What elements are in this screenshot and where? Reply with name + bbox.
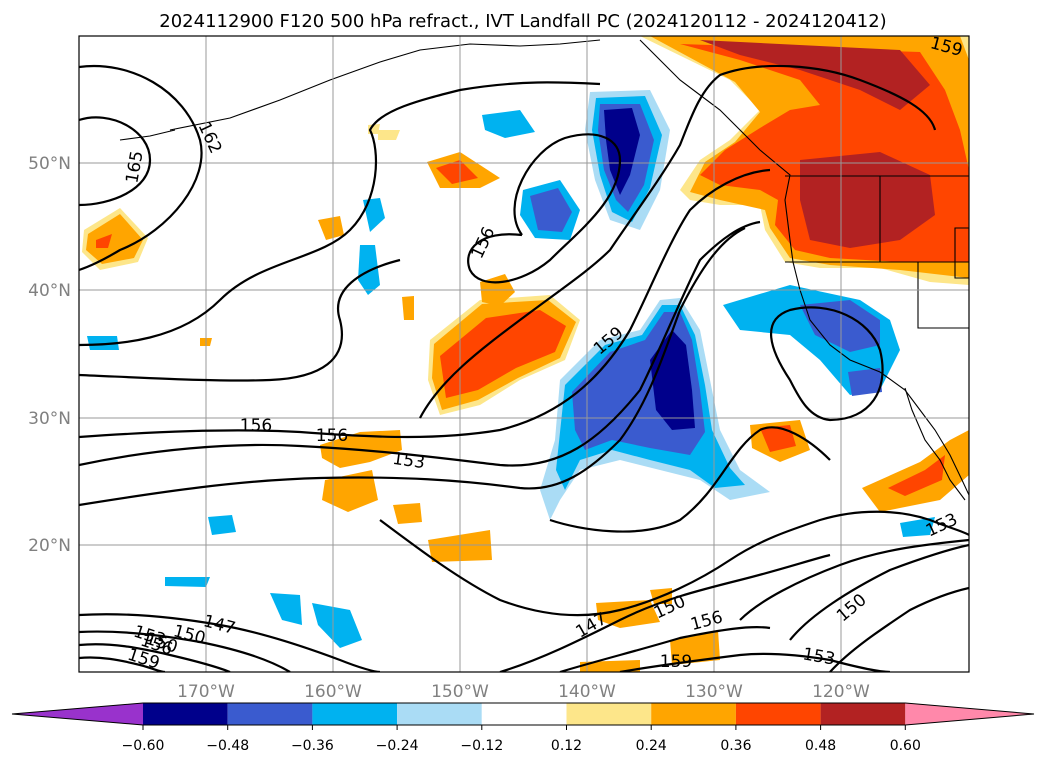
- lon-label: 120°W: [812, 682, 870, 702]
- colorbar-extend-low: [12, 703, 143, 725]
- lon-label: 150°W: [431, 682, 489, 702]
- height-contours: [79, 64, 969, 672]
- colorbar-tick-label: 0.60: [890, 738, 921, 754]
- colorbar-tick-label: −0.12: [460, 738, 503, 754]
- negative-shading-pacific: [87, 90, 935, 648]
- colorbar-segment: [566, 703, 652, 725]
- colorbar-segment: [481, 703, 567, 725]
- colorbar-segment: [820, 703, 906, 725]
- contour-label: 156: [316, 426, 348, 446]
- lat-label: 30°N: [28, 409, 71, 429]
- colorbar-tick-label: 0.24: [636, 738, 667, 754]
- lat-label: 50°N: [28, 154, 71, 174]
- contour-label: 156: [240, 416, 272, 436]
- colorbar-tick-label: 0.36: [720, 738, 751, 754]
- lat-label: 20°N: [28, 536, 71, 556]
- colorbar-tick-label: 0.48: [805, 738, 836, 754]
- colorbar-tick-label: −0.60: [122, 738, 165, 754]
- longitude-labels: 170°W 160°W 150°W 140°W 130°W 120°W: [177, 682, 870, 702]
- colorbar-segment: [312, 703, 398, 725]
- colorbar: −0.60 −0.48 −0.36 −0.24 −0.12 0.12 0.24 …: [11, 702, 1035, 754]
- lon-label: 170°W: [177, 682, 235, 702]
- lon-label: 130°W: [685, 682, 743, 702]
- colorbar-segment: [143, 703, 228, 725]
- colorbar-tick-label: −0.48: [206, 738, 249, 754]
- positive-shading-northeast: [640, 36, 969, 285]
- colorbar-extend-high: [905, 703, 1034, 725]
- contour-label: 153: [391, 449, 426, 473]
- colorbar-tick-label: 0.12: [551, 738, 582, 754]
- colorbar-segment: [397, 703, 482, 725]
- colorbar-segment: [735, 703, 821, 725]
- colorbar-segment: [227, 703, 313, 725]
- colorbar-tick-label: −0.24: [376, 738, 419, 754]
- contour-label: 159: [660, 652, 692, 672]
- map-title: 2024112900 F120 500 hPa refract., IVT La…: [159, 11, 886, 32]
- coastlines: [119, 39, 969, 501]
- map-frame: [78, 35, 970, 673]
- lon-label: 140°W: [558, 682, 616, 702]
- lon-label: 160°W: [304, 682, 362, 702]
- colorbar-segment: [651, 703, 736, 725]
- colorbar-ticks: [142, 725, 906, 730]
- gridlines: [79, 36, 969, 672]
- latitude-labels: 50°N 40°N 30°N 20°N: [28, 154, 71, 556]
- map-panel: 165 162 156 159 156 156 153 150 147 150 …: [78, 33, 970, 674]
- lat-label: 40°N: [28, 281, 71, 301]
- colorbar-tick-label: −0.36: [291, 738, 334, 754]
